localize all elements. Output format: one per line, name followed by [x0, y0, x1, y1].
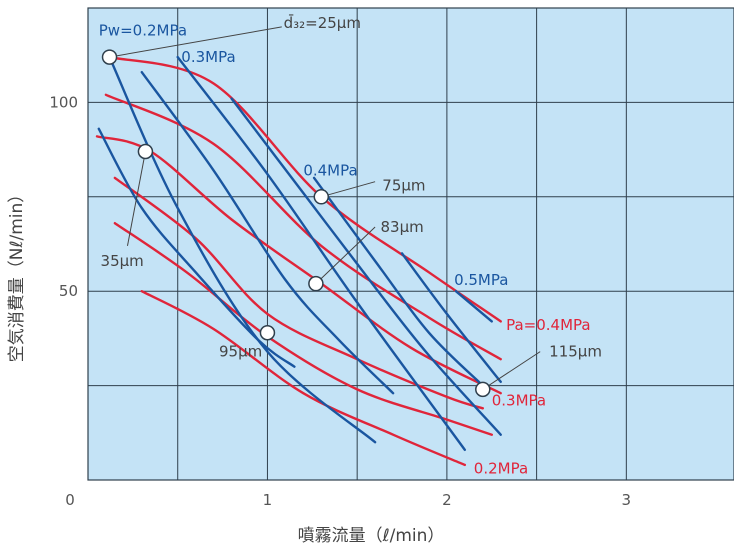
- leader-line: [482, 351, 541, 390]
- x-tick-label: 1: [263, 491, 273, 509]
- data-point-marker: [308, 275, 324, 292]
- droplet-size-label-5: 95μm: [219, 343, 262, 361]
- y-tick-label: 50: [59, 282, 78, 300]
- liquid-pressure-curve-3: [140, 71, 395, 395]
- data-point-marker: [475, 381, 491, 398]
- data-point-marker: [137, 143, 154, 160]
- air-pressure-curve-5: [113, 222, 493, 436]
- liquid-pressure-curve-2: [97, 127, 296, 368]
- series-label-0-3mpa: 0.3MPa: [181, 48, 235, 66]
- x-tick-label: 2: [442, 491, 452, 509]
- series-label-0-5mpa: 0.5MPa: [454, 271, 508, 289]
- data-point-marker: [259, 324, 276, 341]
- series-label-pa-0-4mpa: Pa=0.4MPa: [506, 316, 591, 334]
- grid-lines: [88, 8, 734, 480]
- series-label-pw-0-2mpa: Pw=0.2MPa: [99, 22, 187, 40]
- droplet-size-label-4: 83μm: [380, 218, 423, 236]
- series-label-0-2mpa: 0.2MPa: [474, 460, 528, 478]
- series-layer: [95, 55, 502, 467]
- origin-label: 0: [65, 491, 75, 509]
- liquid-pressure-curve-6: [312, 176, 484, 387]
- data-point-marker: [101, 49, 118, 65]
- droplet-size-label-3: 75μm: [382, 176, 425, 194]
- air-pressure-curve-6: [140, 290, 466, 467]
- y-axis-title: 空気消費量（Nℓ/min）: [7, 186, 27, 363]
- x-tick-label: 3: [622, 491, 632, 509]
- leader-line: [109, 26, 282, 58]
- leader-line: [126, 151, 146, 246]
- series-label-0-4mpa: 0.4MPa: [303, 161, 357, 179]
- series-label-0-3mpa: 0.3MPa: [492, 392, 546, 410]
- liquid-pressure-curve-8: [454, 290, 493, 323]
- liquid-pressure-curve-7: [400, 252, 502, 383]
- droplet-size-label-1: d̄₃₂=25μm: [284, 13, 361, 32]
- data-point-marker: [313, 189, 330, 205]
- y-tick-label: 100: [49, 93, 78, 111]
- data-markers: [101, 49, 491, 398]
- annotation-labels: d̄₃₂=25μm 35μm 75μm 83μm 95μm 115μm Pw=0.2MPa 0…: [99, 13, 602, 477]
- leader-line: [321, 181, 376, 198]
- liquid-pressure-curve-4: [176, 55, 466, 451]
- air-pressure-curve-4: [113, 176, 484, 410]
- leader-lines: [109, 26, 541, 390]
- liquid-pressure-curve-1: [108, 55, 377, 444]
- liquid-pressure-curve-5: [230, 97, 502, 436]
- droplet-size-label-2: 35μm: [101, 252, 144, 270]
- droplet-size-label-6: 115μm: [549, 343, 602, 361]
- axis-ticks: 1 2 3 50 100: [49, 93, 631, 509]
- leader-line: [315, 226, 376, 285]
- x-axis-title: 噴霧流量（ℓ/min）: [298, 526, 445, 546]
